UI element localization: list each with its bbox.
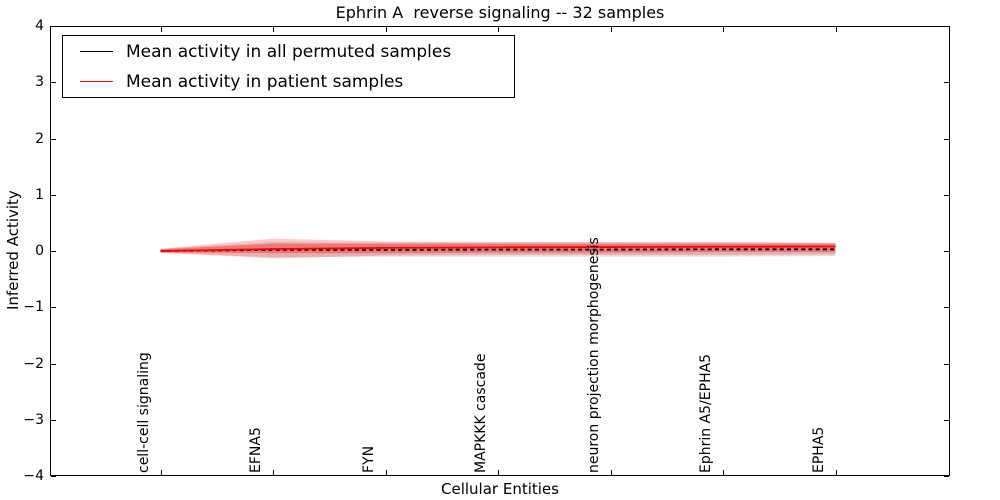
legend-label-patient: Mean activity in patient samples (126, 71, 404, 92)
axis-ticks (51, 26, 949, 477)
x-tick-label: Ephrin A5/EPHA5 (698, 353, 714, 473)
y-tick-label: 0 (35, 243, 44, 259)
y-tick-label: 1 (35, 186, 44, 203)
patient-line-swatch (80, 81, 113, 82)
permuted-line-swatch (80, 51, 113, 52)
plot-border-rect (50, 26, 950, 476)
legend: Mean activity in all permuted samples Me… (62, 35, 515, 98)
y-tick-label: −1 (23, 299, 44, 316)
permuted-samples-range (160, 242, 836, 258)
y-tick-label: −3 (23, 411, 44, 428)
data-lines (160, 245, 836, 252)
legend-label-permuted: Mean activity in all permuted samples (126, 41, 452, 62)
x-tick-label: FYN (360, 445, 377, 473)
patient-samples-range-outer (160, 238, 836, 259)
x-tick-label: neuron projection morphogenesis (585, 237, 602, 473)
legend-entry-permuted: Mean activity in all permuted samples (63, 37, 514, 66)
series-line (160, 245, 836, 252)
y-tick-label: −4 (23, 468, 44, 484)
legend-entry-patient: Mean activity in patient samples (63, 67, 514, 96)
plot-border (50, 26, 950, 476)
y-tick-label: −2 (23, 355, 44, 372)
x-axis-label: Cellular Entities (441, 480, 559, 498)
x-tick-label: EFNA5 (248, 427, 264, 473)
y-tick-label: 3 (35, 74, 44, 91)
x-tick-label: EPHA5 (810, 426, 827, 473)
y-tick-label: 2 (35, 130, 44, 147)
series-line (160, 248, 836, 252)
x-tick-label: MAPKKK cascade (473, 353, 489, 473)
y-axis-label: Inferred Activity (4, 190, 22, 310)
x-tick-label: cell-cell signaling (135, 352, 152, 473)
chart-title: Ephrin A reverse signaling -- 32 samples (335, 3, 665, 22)
y-tick-label: 4 (35, 18, 44, 34)
